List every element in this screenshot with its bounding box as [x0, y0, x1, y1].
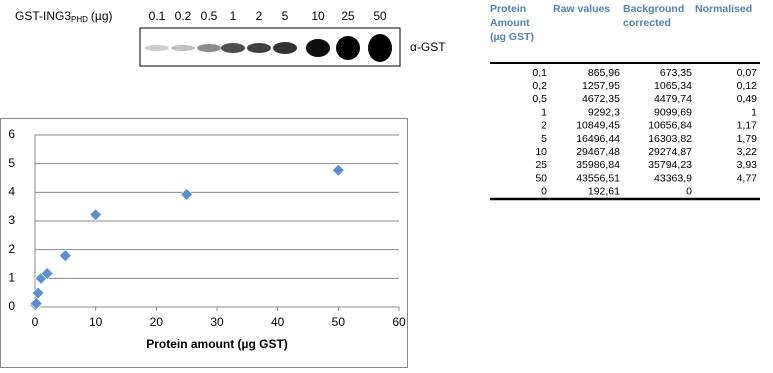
lane-label: 50 — [373, 9, 387, 23]
y-tick-label: 0 — [8, 299, 15, 313]
table-header: Raw values — [553, 3, 610, 15]
table-cell: 0,49 — [737, 93, 758, 105]
x-tick-label: 50 — [332, 315, 346, 329]
table-cell: 0,07 — [737, 67, 758, 79]
band — [221, 43, 245, 53]
table-cell: 43363,9 — [654, 172, 692, 184]
antibody-label: α-GST — [410, 40, 446, 54]
table-cell: 1,79 — [737, 133, 758, 145]
table-cell: 673,35 — [660, 67, 692, 79]
table-cell: 0,5 — [532, 93, 547, 105]
table-cell: 50 — [535, 172, 547, 184]
lane-label: 25 — [341, 9, 355, 23]
table-cell: 35986,84 — [576, 159, 620, 171]
table-cell: 0 — [686, 186, 692, 198]
table-cell: 10656,84 — [648, 120, 692, 132]
y-tick-label: 3 — [8, 213, 15, 227]
table-cell: 0 — [541, 186, 547, 198]
table-cell: 0,12 — [737, 80, 758, 92]
y-tick-label: 1 — [8, 271, 15, 285]
table-header: Protein — [490, 3, 526, 15]
table-cell: 1 — [541, 106, 547, 118]
blot-label-unit: (µg) — [91, 9, 113, 23]
lane-label: 0.1 — [149, 9, 166, 23]
lane-label: 5 — [282, 9, 289, 23]
band — [368, 34, 392, 62]
table-cell: 3,93 — [737, 159, 758, 171]
x-tick-label: 20 — [150, 315, 164, 329]
blot-label: GST-ING3PHD(µg) — [15, 9, 113, 24]
y-tick-label: 5 — [8, 156, 15, 170]
table-cell: 5 — [541, 133, 547, 145]
table-header: Background — [623, 3, 684, 15]
band — [273, 42, 297, 54]
table-cell: 3,22 — [737, 146, 758, 158]
band — [306, 39, 330, 57]
table-cell: 4479,74 — [654, 93, 692, 105]
table-cell: 1,17 — [737, 120, 758, 132]
table-cell: 2 — [541, 120, 547, 132]
table-cell: 4672,35 — [582, 93, 620, 105]
table-cell: 1 — [751, 106, 757, 118]
x-tick-label: 0 — [32, 315, 39, 329]
y-tick-label: 6 — [8, 127, 15, 141]
lane-label: 10 — [311, 9, 325, 23]
page: GST-ING3PHD(µg) α-GST 0.10.20.5125102550… — [0, 0, 773, 373]
table-header: Normalised — [695, 3, 752, 15]
table-cell: 1257,95 — [582, 80, 620, 92]
table-cell: 0,1 — [532, 67, 547, 79]
table-cell: 1065,34 — [654, 80, 692, 92]
table-cell: 10849,45 — [576, 120, 620, 132]
table-cell: 4,77 — [737, 172, 758, 184]
table-cell: 16303,82 — [648, 133, 692, 145]
band — [145, 45, 169, 51]
band — [171, 45, 195, 51]
table-cell: 25 — [535, 159, 547, 171]
lane-label: 2 — [256, 9, 263, 23]
blot-label-main: GST-ING3 — [15, 9, 71, 23]
table-cell: 35794,23 — [648, 159, 692, 171]
table-cell: 192,61 — [588, 186, 620, 198]
x-tick-label: 10 — [89, 315, 103, 329]
x-axis-title: Protein amount (µg GST) — [146, 337, 288, 351]
x-tick-label: 40 — [271, 315, 285, 329]
table-cell: 10 — [535, 146, 547, 158]
table-cell: 43556,51 — [576, 172, 620, 184]
lane-label: 0.5 — [201, 9, 218, 23]
y-tick-label: 4 — [8, 185, 15, 199]
x-tick-label: 30 — [210, 315, 224, 329]
table-cell: 9099,69 — [654, 106, 692, 118]
table-cell: 9292,3 — [588, 106, 620, 118]
lane-label: 1 — [230, 9, 237, 23]
band — [197, 44, 221, 52]
band — [336, 36, 360, 60]
table-cell: 16496,44 — [576, 133, 620, 145]
lane-label: 0.2 — [175, 9, 192, 23]
table-cell: 865,96 — [588, 67, 620, 79]
blot-label-sub: PHD — [71, 15, 88, 24]
table-header: corrected — [623, 17, 671, 29]
x-tick-label: 60 — [392, 315, 406, 329]
table-header: (µg GST) — [490, 31, 534, 43]
table-header: Amount — [490, 17, 530, 29]
y-tick-label: 2 — [8, 242, 15, 256]
table-cell: 0,2 — [532, 80, 547, 92]
table-cell: 29467,48 — [576, 146, 620, 158]
table-cell: 29274,87 — [648, 146, 692, 158]
band — [247, 43, 271, 53]
chart-frame — [1, 119, 408, 368]
figure: GST-ING3PHD(µg) α-GST 0.10.20.5125102550… — [0, 0, 773, 368]
